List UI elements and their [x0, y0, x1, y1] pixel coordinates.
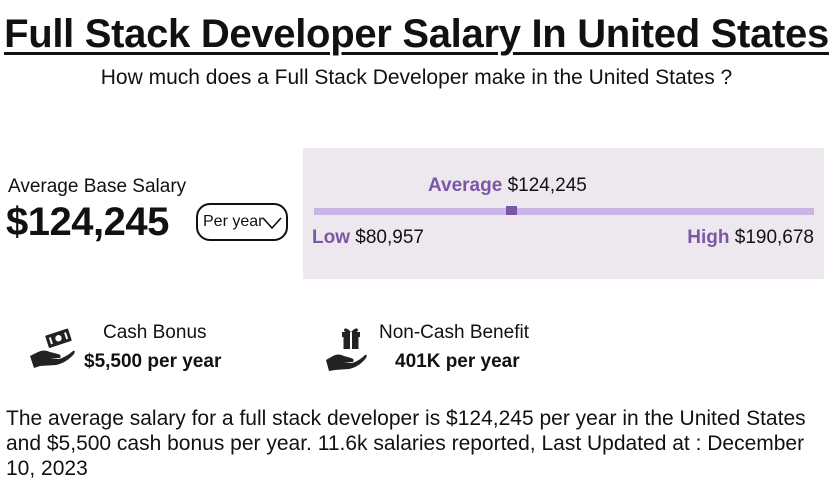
pay-period-select[interactable]: Per year: [196, 203, 288, 241]
average-salary-marker: [505, 206, 517, 215]
average-label: Average: [428, 175, 503, 196]
low-label: Low: [312, 227, 350, 248]
cash-bonus-title: Cash Bonus: [103, 322, 207, 343]
average-base-salary-label: Average Base Salary: [8, 176, 187, 197]
high-salary-readout: High $190,678: [687, 227, 814, 249]
pay-period-selected-value: Per year: [203, 213, 264, 230]
gift-in-hand-icon: [326, 328, 367, 371]
salary-range-bar: [314, 208, 814, 215]
salary-summary-text: The average salary for a full stack deve…: [6, 407, 806, 480]
non-cash-benefit-title: Non-Cash Benefit: [379, 322, 529, 343]
page-subtitle: How much does a Full Stack Developer mak…: [100, 66, 733, 89]
high-value: $190,678: [734, 227, 814, 248]
average-salary-readout: Average $124,245: [428, 175, 587, 197]
salary-range-panel: Average $124,245 Low $80,957 High $190,6…: [303, 148, 824, 279]
high-label: High: [687, 227, 730, 248]
average-base-salary-amount: $124,245: [6, 200, 169, 244]
low-value: $80,957: [355, 227, 424, 248]
cash-bonus-value: $5,500 per year: [84, 351, 222, 372]
cash-in-hand-icon: [30, 328, 75, 368]
average-value: $124,245: [507, 175, 587, 196]
page-title: Full Stack Developer Salary In United St…: [4, 12, 829, 56]
non-cash-benefit-value: 401K per year: [395, 351, 520, 372]
chevron-down-icon: [262, 217, 282, 230]
low-salary-readout: Low $80,957: [312, 227, 424, 249]
